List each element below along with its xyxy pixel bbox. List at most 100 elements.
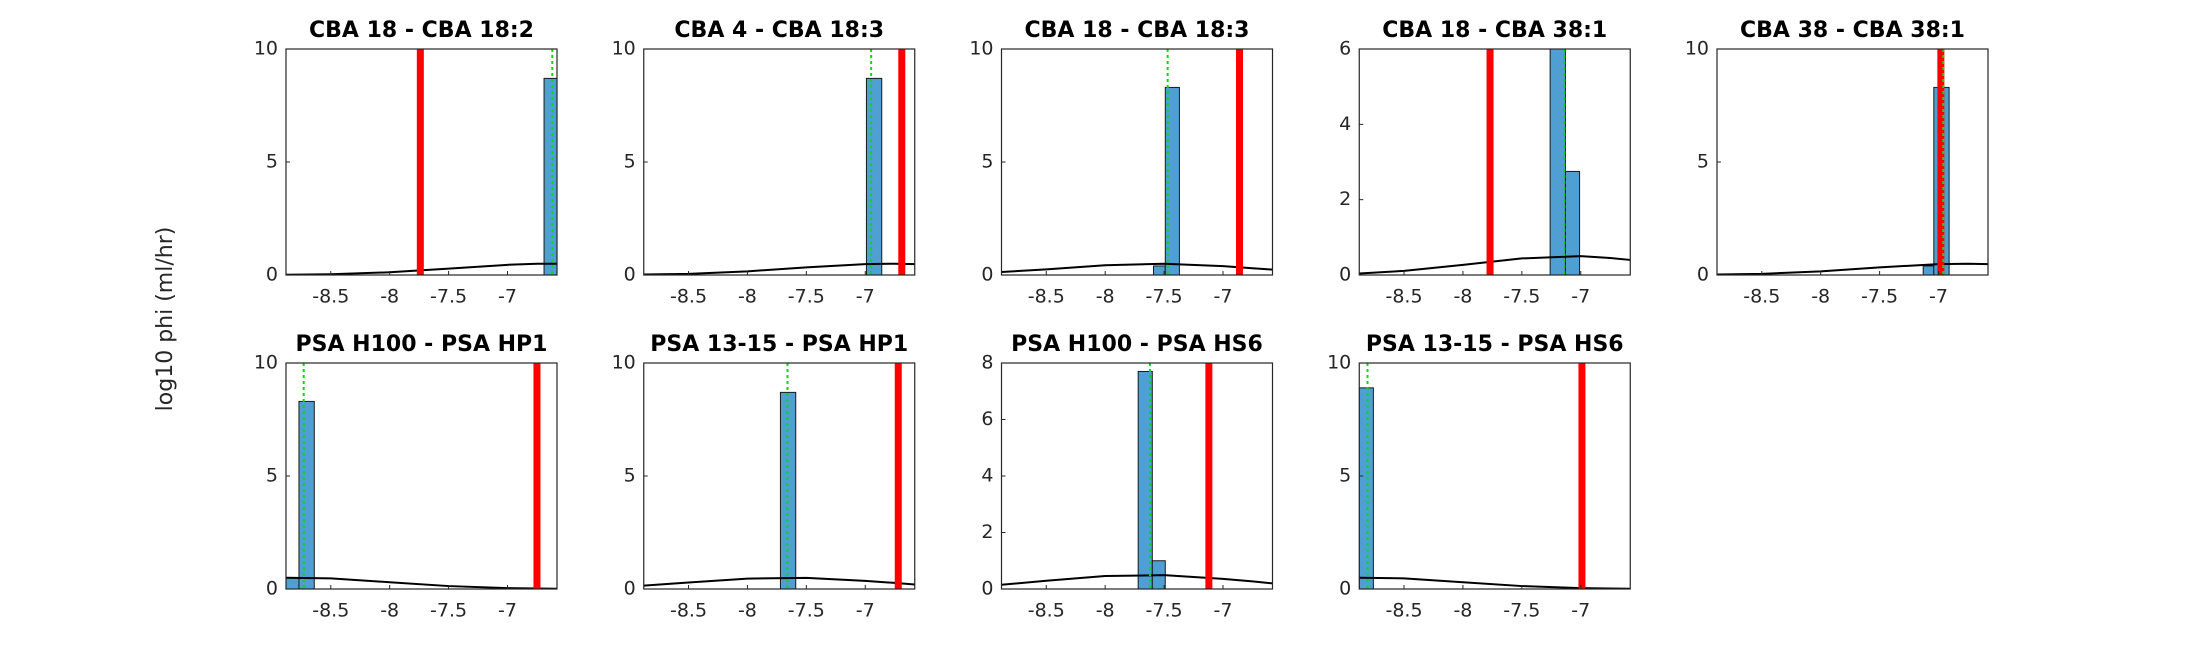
axes-box (1000, 48, 1274, 276)
y-tick-label: 10 (1327, 352, 1351, 374)
chart-title: CBA 18 - CBA 38:1 (1382, 18, 1607, 43)
x-tick-label: -8 (380, 286, 399, 308)
x-tick-label: -7 (498, 286, 517, 308)
x-tick-label: -7 (1571, 286, 1590, 308)
x-tick-label: -8 (738, 286, 757, 308)
y-tick-label: 0 (266, 264, 278, 286)
chart-title: PSA 13-15 - PSA HP1 (650, 332, 908, 357)
x-tick-label: -8.5 (670, 600, 707, 622)
y-tick-label: 5 (266, 465, 278, 487)
x-tick-label: -8.5 (312, 286, 349, 308)
plot-area (286, 363, 557, 589)
y-tick-label: 0 (981, 578, 993, 600)
bar (1922, 265, 1935, 275)
x-tick-label: -7 (856, 600, 875, 622)
chart-title: PSA 13-15 - PSA HS6 (1366, 332, 1624, 357)
axes-box (1358, 362, 1631, 590)
plot-area (1001, 363, 1273, 589)
x-tick-label: -7.5 (788, 600, 825, 622)
y-tick-label: 6 (1339, 38, 1351, 60)
x-tick-label: -8.5 (1028, 286, 1065, 308)
y-tick-label: 5 (1697, 151, 1709, 173)
bar (1359, 387, 1374, 589)
chart-title: CBA 18 - CBA 18:3 (1025, 18, 1250, 43)
bar (1164, 86, 1180, 275)
x-tick-label: -7 (1929, 286, 1948, 308)
y-axis-label: log10 phi (ml/hr) (153, 227, 178, 412)
x-tick-label: -8 (1453, 600, 1472, 622)
plot-area (286, 49, 557, 275)
x-tick-label: -7 (498, 600, 517, 622)
y-tick-label: 0 (1339, 264, 1351, 286)
x-tick-label: -7.5 (1146, 600, 1183, 622)
x-tick-label: -7.5 (1861, 286, 1898, 308)
bar (1564, 170, 1581, 275)
fit-curve (1001, 574, 1273, 586)
y-tick-label: 8 (981, 352, 993, 374)
fit-curve (1001, 262, 1273, 274)
y-tick-label: 10 (1685, 38, 1709, 60)
chart-title: PSA H100 - PSA HP1 (296, 332, 548, 357)
axes-box (285, 362, 558, 590)
x-tick-label: -7.5 (430, 600, 467, 622)
plot-area (1717, 49, 1988, 275)
y-tick-label: 0 (1339, 578, 1351, 600)
x-tick-label: -8 (1453, 286, 1472, 308)
y-tick-label: 2 (1339, 188, 1351, 210)
y-tick-label: 5 (624, 465, 636, 487)
x-tick-label: -7 (1214, 286, 1233, 308)
y-tick-label: 10 (612, 352, 636, 374)
plot-area (1001, 49, 1273, 275)
fit-curve (286, 576, 557, 589)
y-tick-label: 10 (969, 38, 993, 60)
x-tick-label: -8 (738, 600, 757, 622)
bar (865, 77, 883, 275)
fit-curve (1359, 255, 1631, 275)
y-tick-label: 4 (1339, 113, 1351, 135)
y-tick-label: 5 (266, 151, 278, 173)
axes-box (643, 362, 916, 590)
plot-area (1359, 49, 1631, 275)
bar (286, 577, 300, 589)
x-tick-label: -8 (1811, 286, 1830, 308)
bar (1152, 265, 1166, 275)
x-tick-label: -8.5 (1743, 286, 1780, 308)
y-tick-label: 0 (1697, 264, 1709, 286)
y-tick-label: 6 (981, 408, 993, 430)
x-tick-label: -7 (1571, 600, 1590, 622)
y-tick-label: 0 (981, 264, 993, 286)
y-tick-label: 5 (624, 151, 636, 173)
plot-area (643, 49, 915, 275)
x-tick-label: -7.5 (430, 286, 467, 308)
x-tick-label: -7.5 (1146, 286, 1183, 308)
y-tick-label: 0 (624, 578, 636, 600)
chart-title: CBA 4 - CBA 18:3 (674, 18, 884, 43)
y-tick-label: 2 (981, 521, 993, 543)
bar (543, 77, 557, 275)
x-tick-label: -8.5 (1385, 286, 1422, 308)
axes-box (1000, 362, 1274, 590)
plot-area (1359, 363, 1631, 589)
x-tick-label: -7 (856, 286, 875, 308)
y-tick-label: 10 (612, 38, 636, 60)
fit-curve (1359, 576, 1631, 589)
x-tick-label: -8.5 (670, 286, 707, 308)
x-tick-label: -7.5 (1503, 600, 1540, 622)
chart-title: CBA 18 - CBA 18:2 (309, 18, 534, 43)
x-tick-label: -7 (1214, 600, 1233, 622)
y-tick-label: 10 (254, 38, 278, 60)
fit-curve (643, 576, 915, 587)
x-tick-label: -8 (1096, 600, 1115, 622)
chart-title: CBA 38 - CBA 38:1 (1740, 18, 1965, 43)
x-tick-label: -8 (1096, 286, 1115, 308)
bar (1137, 370, 1153, 589)
x-tick-label: -8.5 (1028, 600, 1065, 622)
y-tick-label: 10 (254, 352, 278, 374)
x-tick-label: -8.5 (312, 600, 349, 622)
y-tick-label: 0 (624, 264, 636, 286)
x-tick-label: -7.5 (788, 286, 825, 308)
y-tick-label: 0 (266, 578, 278, 600)
bar (1549, 49, 1566, 275)
y-tick-label: 5 (981, 151, 993, 173)
